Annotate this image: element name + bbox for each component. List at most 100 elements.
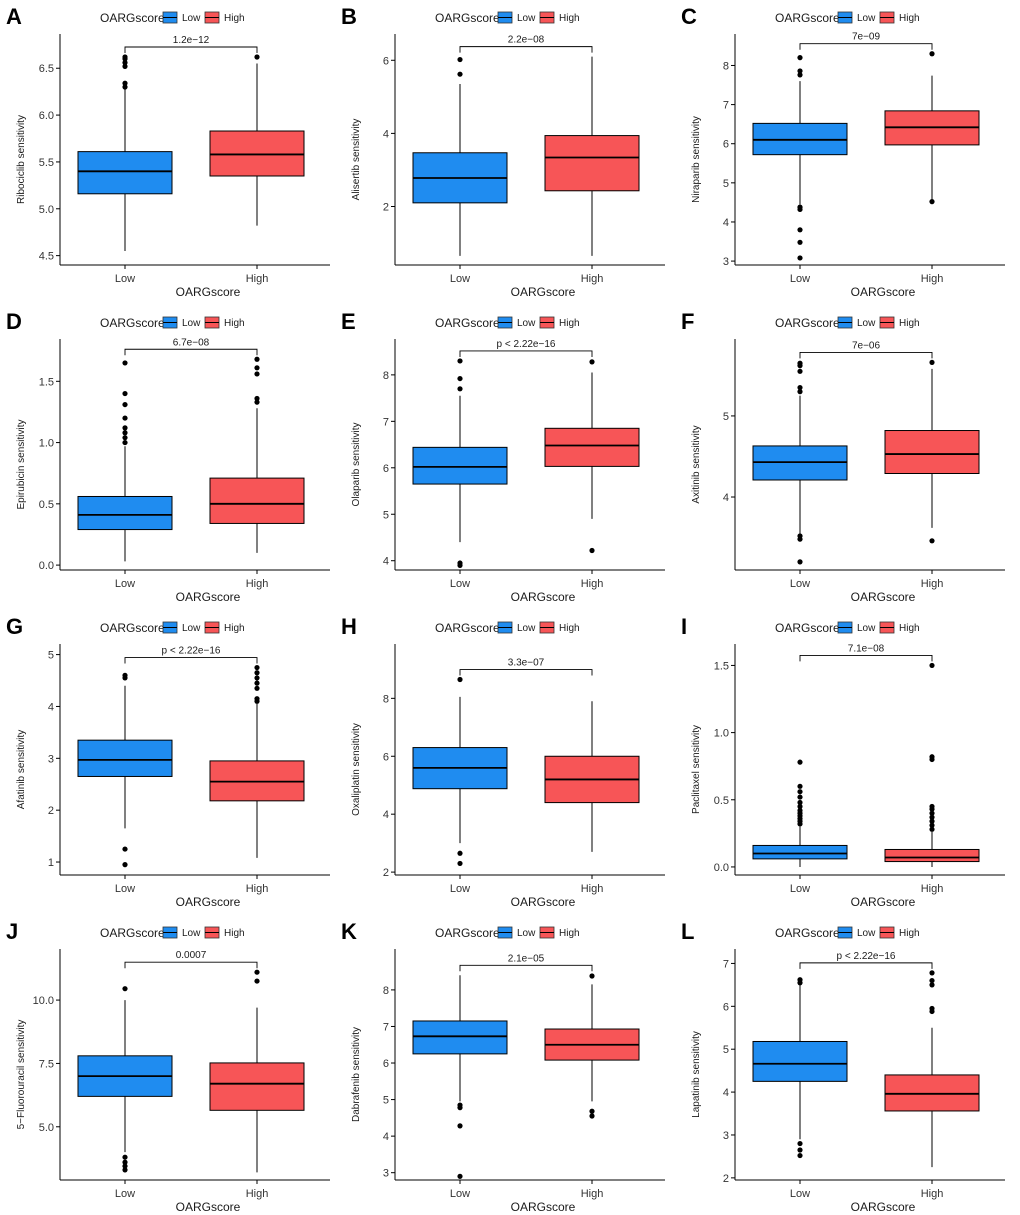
- outlier-point: [457, 1123, 463, 1129]
- x-axis-label: OARGscore: [176, 1200, 241, 1214]
- outlier-point: [797, 799, 803, 806]
- legend-label-high: High: [559, 928, 580, 939]
- panel-label: J: [6, 919, 18, 944]
- outlier-point: [254, 399, 260, 405]
- outlier-point: [797, 1147, 803, 1153]
- outlier-point: [797, 1152, 803, 1159]
- y-tick-label: 7: [723, 100, 729, 112]
- y-tick-label: 3: [723, 1130, 729, 1142]
- outlier-point: [589, 1113, 595, 1119]
- legend: OARGscore Low High: [435, 621, 580, 635]
- x-tick-label: High: [581, 1188, 604, 1200]
- legend-title: OARGscore: [100, 11, 165, 25]
- x-axis-label: OARGscore: [851, 895, 916, 909]
- panel-label: A: [6, 4, 22, 29]
- legend-item-high: High: [204, 316, 245, 329]
- outlier-point: [254, 675, 260, 681]
- y-tick-label: 1: [48, 857, 54, 869]
- panel-label: H: [341, 614, 357, 639]
- x-axis-label: OARGscore: [176, 590, 241, 604]
- box-high: [884, 970, 980, 1168]
- x-tick-label: Low: [790, 1188, 810, 1200]
- outlier-point: [122, 425, 128, 431]
- y-tick-label: 5.0: [39, 1122, 54, 1134]
- p-value-label: 0.0007: [176, 950, 207, 961]
- outlier-point: [122, 360, 128, 366]
- box-low: [752, 55, 848, 261]
- y-tick-label: 5.0: [39, 204, 54, 216]
- outlier-point: [797, 1140, 803, 1147]
- bracket-line: [124, 961, 258, 969]
- x-tick-label: Low: [450, 273, 470, 285]
- y-tick-label: 0.0: [39, 560, 54, 572]
- outlier-point: [929, 538, 935, 544]
- x-axis-label: OARGscore: [851, 590, 916, 604]
- iqr-box: [77, 739, 173, 777]
- significance-bracket: 1.2e−12: [124, 35, 258, 53]
- x-tick-label: High: [921, 883, 944, 895]
- significance-bracket: 2.2e−08: [459, 35, 593, 53]
- bracket-line: [459, 46, 593, 53]
- legend: OARGscore Low High: [100, 316, 245, 330]
- panel-i: I OARGscore Low High 0.0 0.5 1.0 1.5 Paclitaxel …: [681, 614, 1005, 909]
- legend-label-high: High: [899, 623, 920, 634]
- outlier-point: [797, 360, 803, 366]
- box-low: [77, 54, 173, 251]
- panel-c: C OARGscore Low High 3 4 5 6 7 8 Niraparib sensiti…: [681, 4, 1005, 299]
- outlier-point: [797, 794, 803, 800]
- legend-label-low: Low: [517, 13, 536, 24]
- legend-label-low: Low: [182, 318, 201, 329]
- outlier-point: [254, 978, 260, 984]
- box-high: [544, 701, 640, 852]
- outlier-point: [122, 1167, 128, 1173]
- box-high: [884, 359, 980, 544]
- outlier-point: [122, 439, 128, 446]
- bracket-line: [799, 351, 933, 359]
- outlier-point: [797, 55, 803, 61]
- outlier-point: [122, 1159, 128, 1165]
- legend-title: OARGscore: [775, 621, 840, 635]
- outlier-point: [457, 560, 463, 566]
- box-high: [884, 662, 980, 867]
- y-axis-label: Paclitaxel sensitivity: [691, 725, 702, 814]
- outlier-point: [457, 1102, 463, 1108]
- y-tick-label: 5: [723, 1044, 729, 1056]
- outlier-point: [797, 368, 803, 374]
- box-low: [412, 358, 508, 568]
- outlier-point: [929, 803, 935, 810]
- outlier-point: [797, 204, 803, 210]
- p-value-label: 2.1e−05: [508, 953, 545, 964]
- bracket-line: [124, 657, 258, 664]
- outlier-point: [254, 356, 260, 362]
- panel-g: G OARGscore Low High 1 2 3 4 5 Afatinib sensitivi…: [6, 614, 330, 909]
- box-high: [884, 51, 980, 205]
- y-axis-label: Alisertib sensitivity: [351, 119, 362, 201]
- y-tick-label: 1.5: [39, 376, 54, 388]
- legend: OARGscore Low High: [775, 926, 920, 940]
- y-axis-label: Olaparib sensitivity: [351, 423, 362, 507]
- p-value-label: p < 2.22e−16: [837, 951, 896, 962]
- outlier-point: [122, 415, 128, 421]
- outlier-point: [122, 862, 128, 868]
- outlier-point: [797, 783, 803, 789]
- panel-e: E OARGscore Low High 4 5 6 7 8 Olaparib sensitivi…: [341, 309, 665, 604]
- y-tick-label: 5.5: [39, 157, 54, 169]
- legend: OARGscore Low High: [435, 316, 580, 330]
- y-tick-label: 4: [383, 809, 389, 821]
- x-tick-label: Low: [450, 883, 470, 895]
- bracket-line: [459, 350, 593, 357]
- panel-label: C: [681, 4, 697, 29]
- outlier-point: [797, 789, 803, 795]
- outlier-point: [797, 227, 803, 233]
- y-tick-label: 3: [383, 1168, 389, 1180]
- x-tick-label: High: [581, 578, 604, 590]
- y-tick-label: 7: [723, 958, 729, 970]
- y-axis-label: Axitinib sensitivity: [691, 425, 702, 503]
- legend-label-high: High: [899, 318, 920, 329]
- legend-item-high: High: [879, 316, 920, 329]
- iqr-box: [544, 427, 640, 467]
- p-value-label: p < 2.22e−16: [497, 339, 556, 350]
- legend-label-low: Low: [182, 13, 201, 24]
- outlier-point: [929, 359, 935, 366]
- outlier-point: [457, 386, 463, 392]
